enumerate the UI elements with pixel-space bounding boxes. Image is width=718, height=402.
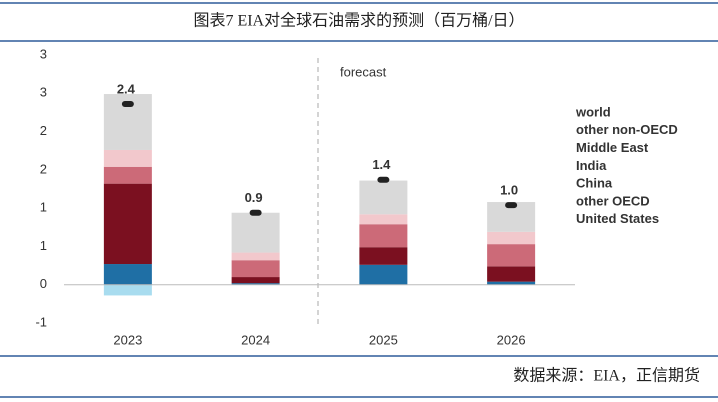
world-marker [121,101,134,108]
bar-segment [487,244,536,267]
legend-entry: India [576,158,607,173]
world-marker [505,202,518,209]
bar-segment [231,283,280,285]
legend-entry: China [576,176,613,191]
world-marker [377,176,390,183]
bar-segment [103,284,152,296]
legend-entry: Middle East [576,140,649,155]
bar-segment [487,231,536,245]
bar-segment [359,224,408,248]
y-tick-label: 3 [40,46,47,61]
x-tick-label: 2024 [241,332,270,347]
bar-segment [231,260,280,278]
data-label: 1.0 [500,183,518,198]
data-label: 1.4 [372,157,391,172]
bar-segment [103,149,152,167]
bar-segment [359,214,408,225]
bar-segment [103,183,152,265]
legend-entry: other non-OECD [576,122,678,137]
bar-segment [231,252,280,261]
legend-entry: world [575,104,611,119]
bar-segment [231,277,280,284]
y-tick-label: -1 [35,314,47,329]
bar-segment [103,264,152,285]
bar-segment [103,166,152,184]
y-tick-label: 1 [40,238,47,253]
x-tick-label: 2023 [113,332,142,347]
y-tick-label: 1 [40,200,47,215]
y-tick-label: 3 [40,85,47,100]
data-label: 2.4 [117,81,136,96]
bar-segment [487,266,536,282]
source: 数据来源：EIA，正信期货 [513,367,700,385]
x-tick-label: 2025 [369,332,398,347]
x-tick-label: 2026 [497,332,526,347]
bar-segment [231,212,280,253]
legend-entry: United States [576,211,659,226]
legend-entry: other OECD [576,193,650,208]
data-label: 0.9 [245,190,263,205]
y-tick-label: 0 [40,276,47,291]
world-marker [249,209,262,216]
bar-segment [487,281,536,285]
y-tick-label: 2 [40,123,47,138]
bar-segment [359,264,408,285]
bar-segment [359,180,408,215]
annotation: forecast [340,64,387,79]
chart-title: 图表7 EIA对全球石油需求的预测（百万桶/日） [193,12,524,30]
y-tick-label: 2 [40,161,47,176]
bar-segment [359,247,408,265]
